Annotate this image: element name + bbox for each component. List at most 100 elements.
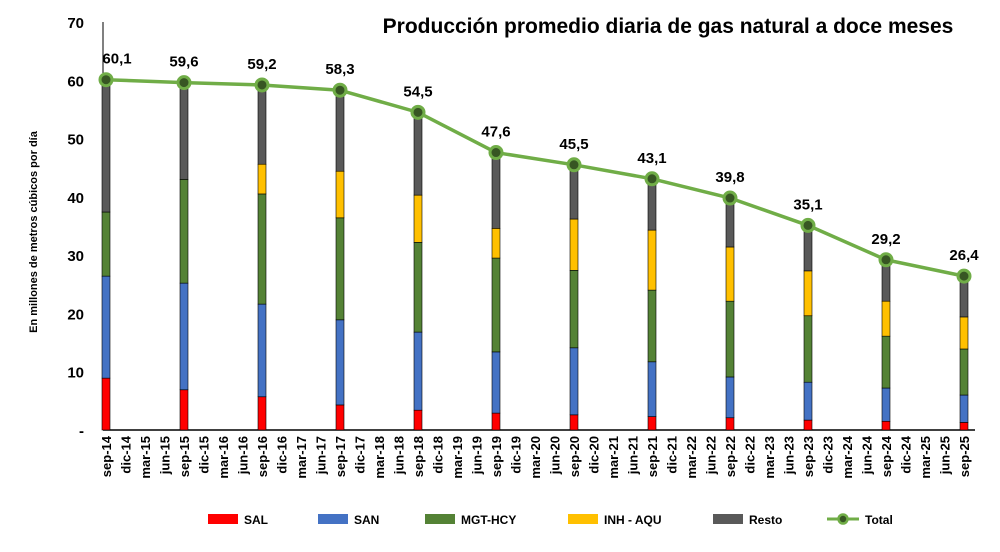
- data-label: 29,2: [871, 231, 900, 248]
- x-tick-label: sep-20: [567, 436, 582, 477]
- x-tick-label: dic-22: [743, 436, 758, 474]
- y-tick-label: 60: [67, 73, 84, 90]
- bar-segment-mgt-hcy: [647, 289, 657, 363]
- x-tick-label: sep-16: [255, 436, 270, 477]
- legend-item: SAL: [208, 513, 268, 527]
- bar-segment-san: [569, 347, 579, 416]
- y-tick-label: 30: [67, 248, 84, 265]
- total-point: [800, 217, 816, 233]
- legend-label: MGT-HCY: [461, 513, 516, 527]
- x-tick-label: jun-21: [626, 436, 641, 475]
- x-tick-label: sep-21: [645, 436, 660, 477]
- x-tick-label: sep-23: [801, 436, 816, 477]
- data-label: 59,2: [247, 56, 276, 73]
- bar-segment-sal: [491, 412, 501, 431]
- total-point: [254, 77, 270, 93]
- legend: SAL SAN MGT-HCY INH - AQU Resto Total: [208, 513, 893, 527]
- bar-segment-inh-aqu: [881, 300, 891, 337]
- total-point: [410, 104, 426, 120]
- legend-swatch: [425, 514, 455, 524]
- x-tick-label: dic-23: [821, 436, 836, 474]
- y-tick-label: 70: [67, 15, 84, 32]
- x-tick-label: jun-20: [548, 436, 563, 475]
- x-tick-label: mar-16: [216, 436, 231, 479]
- bar-segment-inh-aqu: [335, 170, 345, 219]
- bar-segment-resto: [179, 82, 189, 180]
- bar-segment-san: [257, 303, 267, 398]
- bar-segment-resto: [101, 79, 111, 213]
- data-label: 47,6: [481, 124, 510, 141]
- legend-swatch: [208, 514, 238, 524]
- bar-segment-mgt-hcy: [803, 315, 813, 383]
- bar-segment-resto: [257, 84, 267, 165]
- bar-segment-san: [959, 394, 969, 423]
- x-tick-label: mar-19: [450, 436, 465, 479]
- bar-segment-san: [881, 387, 891, 422]
- total-point: [176, 75, 192, 91]
- x-tick-label: jun-25: [938, 436, 953, 475]
- x-tick-label: sep-19: [489, 436, 504, 477]
- bar-segment-san: [179, 282, 189, 391]
- y-tick-label: 20: [67, 306, 84, 323]
- x-tick-label: mar-18: [372, 436, 387, 479]
- bar-segment-san: [803, 381, 813, 421]
- bar-segment-mgt-hcy: [569, 269, 579, 349]
- bar-segment-inh-aqu: [569, 218, 579, 271]
- total-point: [644, 171, 660, 187]
- legend-swatch: [568, 514, 598, 524]
- total-point: [956, 268, 972, 284]
- x-tick-label: dic-14: [119, 435, 134, 473]
- data-label: 26,4: [949, 247, 979, 264]
- bar-segment-sal: [101, 377, 111, 431]
- legend-label: Total: [865, 513, 893, 527]
- bar-segment-resto: [413, 112, 423, 196]
- x-tick-label: jun-19: [470, 436, 485, 475]
- bar-segment-sal: [413, 409, 423, 431]
- data-label: 59,6: [169, 54, 198, 71]
- bar-segment-san: [335, 319, 345, 406]
- total-point: [878, 252, 894, 268]
- data-label: 43,1: [637, 150, 666, 167]
- data-label: 54,5: [403, 83, 432, 100]
- legend-label: SAN: [354, 513, 379, 527]
- legend-label: Resto: [749, 513, 782, 527]
- bar-segment-mgt-hcy: [959, 348, 969, 396]
- bar-segment-mgt-hcy: [491, 257, 501, 353]
- bar-segment-san: [725, 376, 735, 419]
- data-label: 45,5: [559, 136, 588, 153]
- x-tick-label: mar-25: [918, 436, 933, 479]
- total-point: [332, 82, 348, 98]
- legend-label: SAL: [244, 513, 268, 527]
- x-tick-label: jun-16: [236, 436, 251, 475]
- bar-segment-inh-aqu: [413, 194, 423, 243]
- bar-segment-inh-aqu: [959, 316, 969, 350]
- bar-segment-resto: [491, 152, 501, 229]
- legend-swatch: [318, 514, 348, 524]
- bar-segment-sal: [257, 396, 267, 431]
- bar-segment-mgt-hcy: [413, 242, 423, 333]
- x-tick-label: mar-21: [606, 436, 621, 479]
- bar-segment-mgt-hcy: [179, 179, 189, 284]
- bar-segment-resto: [647, 178, 657, 231]
- x-tick-label: mar-17: [294, 436, 309, 479]
- x-tick-label: jun-24: [860, 435, 875, 475]
- bar-segment-resto: [335, 89, 345, 172]
- y-tick-label: 10: [67, 365, 84, 382]
- legend-swatch: [713, 514, 743, 524]
- bar-segment-san: [413, 331, 423, 411]
- x-tick-label: mar-15: [138, 436, 153, 479]
- bar-segment-inh-aqu: [491, 228, 501, 259]
- data-label: 60,1: [102, 51, 131, 68]
- x-tick-label: sep-24: [879, 435, 894, 477]
- bar-segment-resto: [569, 164, 579, 220]
- bar-segment-inh-aqu: [725, 246, 735, 302]
- x-tick-label: sep-18: [411, 436, 426, 477]
- bar-segment-mgt-hcy: [257, 193, 267, 305]
- bar-segment-inh-aqu: [647, 229, 657, 291]
- x-tick-label: sep-22: [723, 436, 738, 477]
- bar-segment-mgt-hcy: [881, 335, 891, 389]
- x-tick-label: jun-18: [392, 436, 407, 475]
- legend-item: MGT-HCY: [425, 513, 516, 527]
